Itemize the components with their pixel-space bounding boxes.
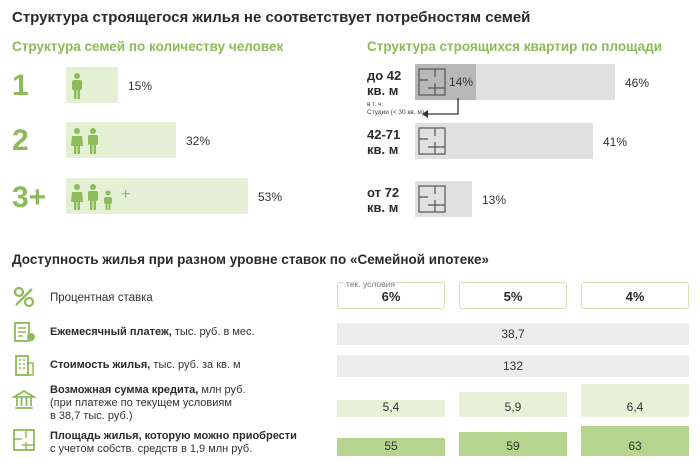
apt-label-medium-line2: кв. м bbox=[367, 142, 399, 157]
family-bar-2 bbox=[66, 122, 176, 158]
apartments-subtitle: Структура строящихся квартир по площади bbox=[367, 39, 663, 54]
area-label-bold: Площадь жилья, которую можно приобрести bbox=[50, 430, 297, 442]
loan-cell-2: 6,4 bbox=[581, 384, 689, 417]
studio-arrow-icon bbox=[422, 98, 459, 118]
floor-plan-icon bbox=[418, 185, 446, 213]
families-subtitle: Структура семей по количеству человек bbox=[12, 39, 284, 54]
floor-plan-icon bbox=[418, 68, 446, 96]
apt-label-large-line2: кв. м bbox=[367, 200, 399, 215]
area-value-2: 63 bbox=[628, 439, 642, 453]
area-cell-1: 59 bbox=[459, 432, 567, 456]
loan-label: Возможная сумма кредита, млн руб. (при п… bbox=[50, 384, 246, 423]
family-bar-3: + bbox=[66, 178, 248, 214]
apt-pct-small: 46% bbox=[625, 76, 650, 90]
price-bar: 132 bbox=[337, 355, 689, 377]
apt-bar-small: 14% bbox=[415, 64, 615, 100]
loan-value-1: 5,9 bbox=[504, 400, 522, 414]
family-pct-3: 53% bbox=[258, 190, 283, 204]
payment-icon bbox=[14, 322, 35, 342]
studio-pct: 14% bbox=[449, 75, 474, 89]
price-value: 132 bbox=[502, 359, 524, 373]
loan-label-line2: (при платеже по текущем условиям bbox=[50, 397, 232, 409]
person-icon bbox=[72, 73, 82, 99]
rate-cell-4: 4% bbox=[581, 282, 689, 309]
loan-label-rest: млн руб. bbox=[198, 384, 246, 396]
family-bar-1 bbox=[66, 67, 118, 103]
building-icon bbox=[15, 355, 34, 376]
apt-label-large: от 72 кв. м bbox=[367, 185, 399, 215]
plus-sign: + bbox=[121, 186, 131, 203]
mortgage-title: Доступность жилья при разном уровне став… bbox=[12, 252, 490, 267]
apt-label-medium-line1: 42-71 bbox=[367, 127, 401, 142]
rate-cell-6: тек. условия 6% bbox=[337, 279, 445, 309]
family-size-label-2: 2 bbox=[12, 124, 29, 157]
monthly-label-rest: тыс. руб. в мес. bbox=[171, 326, 255, 338]
area-label-line2: с учетом собств. средств в 1,9 млн руб. bbox=[50, 443, 253, 455]
studio-note: в т. ч. Студии (< 30 кв. м) bbox=[367, 101, 424, 117]
percent-icon bbox=[13, 286, 35, 308]
rate-value-5: 5% bbox=[503, 289, 523, 304]
family-pct-2: 32% bbox=[186, 134, 211, 148]
floor-plan-icon bbox=[418, 127, 446, 155]
page-title: Структура строящегося жилья не соответст… bbox=[12, 9, 531, 26]
monthly-label-bold: Ежемесячный платеж, bbox=[50, 326, 172, 338]
rate-label: Процентная ставка bbox=[50, 292, 153, 304]
price-label: Стоимость жилья, тыс. руб. за кв. м bbox=[50, 359, 241, 372]
apt-label-medium: 42-71 кв. м bbox=[367, 127, 400, 157]
loan-value-0: 5,4 bbox=[382, 400, 400, 414]
apt-bar-medium bbox=[415, 123, 593, 159]
studio-note-line2: Студии (< 30 кв. м) bbox=[367, 109, 424, 116]
apt-label-small-line2: кв. м bbox=[367, 83, 399, 98]
monthly-label: Ежемесячный платеж, тыс. руб. в мес. bbox=[50, 326, 255, 339]
area-label: Площадь жилья, которую можно приобрести … bbox=[50, 430, 297, 456]
monthly-bar: 38,7 bbox=[337, 323, 689, 345]
family-icon bbox=[71, 184, 112, 210]
loan-label-bold: Возможная сумма кредита, bbox=[50, 384, 199, 396]
loan-cell-1: 5,9 bbox=[459, 392, 567, 417]
price-label-rest: тыс. руб. за кв. м bbox=[150, 359, 241, 371]
family-size-label-1: 1 bbox=[12, 69, 29, 102]
rate-cell-5: 5% bbox=[459, 282, 567, 309]
apt-pct-medium: 41% bbox=[603, 135, 628, 149]
area-value-1: 59 bbox=[506, 439, 520, 453]
rate-value-6: 6% bbox=[381, 289, 401, 304]
loan-label-line3: в 38,7 тыс. руб.) bbox=[50, 410, 133, 422]
couple-icon bbox=[71, 128, 98, 154]
area-cell-0: 55 bbox=[337, 438, 445, 456]
price-label-bold: Стоимость жилья, bbox=[50, 359, 151, 371]
apt-label-small: до 42 кв. м bbox=[367, 68, 401, 98]
loan-cell-0: 5,4 bbox=[337, 400, 445, 417]
studio-note-line1: в т. ч. bbox=[367, 101, 384, 108]
apt-label-small-line1: до 42 bbox=[367, 68, 402, 83]
bank-icon bbox=[12, 389, 36, 409]
apt-label-large-line1: от 72 bbox=[367, 185, 400, 200]
loan-value-2: 6,4 bbox=[626, 400, 644, 414]
area-plan-icon bbox=[13, 429, 35, 451]
apt-bar-large bbox=[415, 181, 472, 217]
area-value-0: 55 bbox=[384, 439, 398, 453]
family-pct-1: 15% bbox=[128, 79, 153, 93]
monthly-value: 38,7 bbox=[501, 327, 525, 341]
apt-pct-large: 13% bbox=[482, 193, 507, 207]
family-size-label-3: 3+ bbox=[12, 181, 47, 214]
rate-value-4: 4% bbox=[625, 289, 645, 304]
current-conditions-note: тек. условия bbox=[344, 279, 398, 289]
area-cell-2: 63 bbox=[581, 426, 689, 456]
